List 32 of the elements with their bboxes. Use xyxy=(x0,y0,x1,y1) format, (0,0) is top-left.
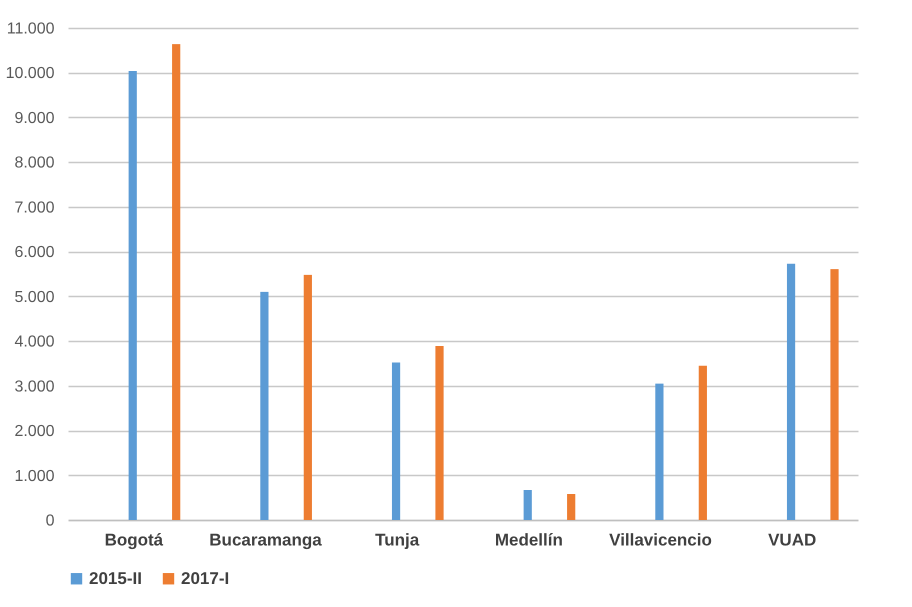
bar xyxy=(786,264,796,520)
y-tick-label: 9.000 xyxy=(14,110,55,127)
y-tick-label: 2.000 xyxy=(14,423,55,440)
bar xyxy=(392,362,400,520)
y-tick-label: 7.000 xyxy=(14,199,55,216)
bar xyxy=(567,494,576,520)
y-tick-label: 0 xyxy=(46,512,55,530)
bar xyxy=(172,44,180,520)
x-tick-label: Villavicencio xyxy=(609,530,712,550)
x-tick-label: Bogotá xyxy=(104,530,164,550)
y-tick-label: 10.000 xyxy=(6,65,55,82)
bar xyxy=(304,274,312,520)
x-tick-label: Bucaramanga xyxy=(209,530,322,550)
bar xyxy=(830,269,839,520)
y-tick-label: 6.000 xyxy=(14,244,55,262)
x-tick-label: Medellín xyxy=(494,530,563,550)
x-tick-label: VUAD xyxy=(768,530,816,550)
bar xyxy=(128,70,137,520)
bar xyxy=(698,366,707,520)
bar xyxy=(260,292,268,520)
legend-label: 2015-II xyxy=(89,568,142,588)
y-tick-label: 4.000 xyxy=(14,334,55,351)
bar xyxy=(655,384,664,520)
y-tick-label: 5.000 xyxy=(14,288,55,306)
y-tick-label: 3.000 xyxy=(14,378,55,396)
y-tick-label: 11.000 xyxy=(6,20,55,38)
bar xyxy=(435,346,444,520)
legend-label: 2017-I xyxy=(181,568,230,588)
x-tick-label: Tunja xyxy=(375,530,420,550)
bar xyxy=(524,490,532,520)
y-tick-label: 8.000 xyxy=(14,154,55,172)
y-tick-label: 1.000 xyxy=(14,468,55,485)
